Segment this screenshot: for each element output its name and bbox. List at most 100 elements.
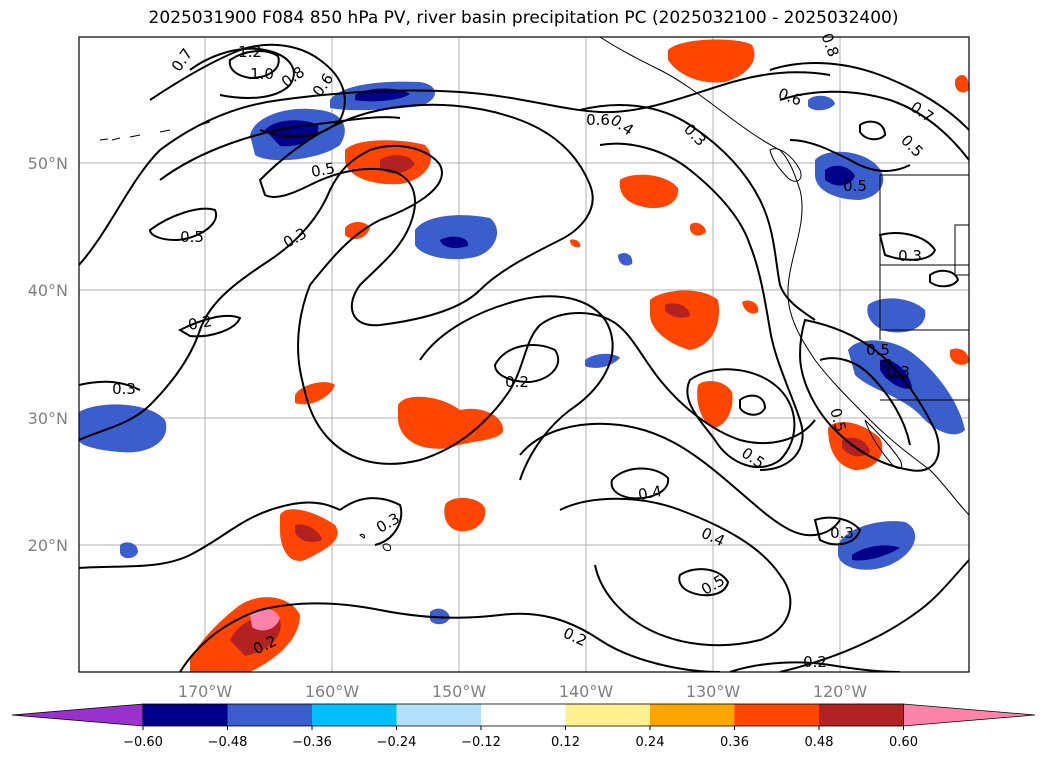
contour-label-text: 0.6 bbox=[586, 111, 610, 129]
contour-label-text: 0.2 bbox=[187, 312, 214, 334]
pv-contour-line bbox=[798, 318, 940, 472]
pv-contour-line bbox=[686, 368, 796, 469]
colorbar-tick-label: −0.36 bbox=[292, 735, 332, 750]
contour-label: 0.6 bbox=[586, 111, 610, 129]
precip-negative-blob bbox=[440, 236, 469, 248]
contour-label: 0.3 bbox=[898, 247, 922, 265]
precip-positive-blob bbox=[295, 382, 335, 405]
baja-california bbox=[864, 419, 903, 469]
longitude-labels: 170°W 160°W 150°W 140°W 130°W 120°W bbox=[178, 682, 868, 701]
pv-contour-line bbox=[779, 90, 969, 161]
contour-label: 0.5 bbox=[826, 406, 850, 434]
contour-label: 0.2 bbox=[187, 312, 214, 334]
precip-negative-blob bbox=[825, 165, 855, 186]
lon-label-120w: 120°W bbox=[813, 682, 868, 701]
pv-contour-line bbox=[599, 142, 804, 471]
colorbar-extend-low bbox=[11, 703, 144, 727]
pv-contour-line bbox=[79, 501, 341, 569]
pv-contour-line bbox=[228, 50, 280, 80]
precip-positive-blob bbox=[619, 174, 679, 209]
precip-positive-blob bbox=[955, 74, 969, 93]
colorbar-tick-labels: −0.60 −0.48 −0.36 −0.24 −0.12 0.12 0.24 0.36 0.4… bbox=[123, 726, 918, 750]
pv-contour-line bbox=[159, 116, 401, 181]
colorbar-segment bbox=[143, 704, 228, 726]
contour-label-text: 0.5 bbox=[180, 228, 204, 246]
colorbar-tick-label: 0.12 bbox=[551, 735, 580, 750]
pv-contour-line bbox=[769, 62, 969, 131]
precip-positive-blob bbox=[950, 348, 969, 365]
colorbar-segment bbox=[396, 704, 482, 726]
precip-positive-blob bbox=[444, 497, 486, 532]
pv-contour-line bbox=[739, 394, 767, 416]
latitude-labels: 50°N 40°N 30°N 20°N bbox=[28, 154, 68, 555]
pv-contour-line bbox=[419, 295, 614, 481]
pv-contour-line bbox=[559, 497, 792, 647]
pv-contour-line bbox=[149, 43, 346, 138]
colorbar-segment bbox=[819, 704, 904, 726]
pv-contour-line bbox=[729, 661, 901, 672]
lon-label-170w: 170°W bbox=[178, 682, 233, 701]
contour-label-text: 0.3 bbox=[898, 247, 922, 265]
precip-negative-blob bbox=[265, 120, 319, 147]
contour-label: 1.2 bbox=[238, 43, 262, 61]
lat-label-50n: 50°N bbox=[28, 154, 68, 173]
contour-label: 0.5 bbox=[866, 341, 890, 359]
precip-negative-blob bbox=[808, 95, 835, 111]
north-america-coastline bbox=[599, 37, 969, 516]
contour-label-text: 0.3 bbox=[112, 380, 136, 398]
precip-positive-blob bbox=[295, 524, 322, 543]
colorbar-segment bbox=[312, 704, 397, 726]
contour-label-text: 0.5 bbox=[310, 159, 337, 181]
pv-contour-line bbox=[929, 269, 960, 288]
lat-label-30n: 30°N bbox=[28, 409, 68, 428]
contour-label-text: 1.0 bbox=[250, 65, 274, 83]
precip-negative-blob bbox=[867, 298, 926, 333]
pv-contours bbox=[79, 43, 969, 672]
pv-contour-line bbox=[519, 422, 841, 537]
colorbar-outline bbox=[142, 703, 904, 727]
contour-label-text: 0.2 bbox=[505, 373, 529, 391]
precip-positive-blob bbox=[250, 608, 280, 631]
pv-contour-line bbox=[179, 602, 721, 672]
colorbar-segment bbox=[227, 704, 313, 726]
contour-label: 0.5 bbox=[843, 177, 867, 195]
precip-positive-blob bbox=[345, 222, 370, 240]
precip-positive-blob bbox=[697, 380, 733, 428]
pv-contour-line bbox=[678, 568, 730, 597]
pv-contour-line bbox=[779, 559, 969, 672]
colorbar-tick-label: 0.24 bbox=[636, 735, 665, 750]
precip-positive-blob bbox=[668, 39, 755, 83]
hawaii-islands bbox=[359, 533, 391, 552]
colorbar-segment bbox=[565, 704, 651, 726]
precip-positive-blob bbox=[398, 396, 504, 449]
contour-label: 1.0 bbox=[250, 65, 274, 83]
contour-label: 0.2 bbox=[505, 373, 529, 391]
precip-positive-blob bbox=[570, 239, 581, 248]
precip-negative-blob bbox=[120, 542, 138, 559]
colorbar-tick-label: −0.48 bbox=[208, 735, 248, 750]
contour-label-text: 0.5 bbox=[866, 341, 890, 359]
precip-positive-blob bbox=[665, 303, 690, 318]
coastline bbox=[99, 37, 969, 552]
contour-label: 0.3 bbox=[830, 524, 854, 542]
colorbar-tick-label: −0.12 bbox=[461, 735, 501, 750]
pv-contour-line bbox=[339, 497, 403, 546]
precip-positive-blob bbox=[742, 300, 759, 314]
pv-contour-line bbox=[258, 103, 594, 327]
contour-label-text: 0.2 bbox=[803, 653, 827, 671]
contour-label: 0.5 bbox=[180, 228, 204, 246]
lat-label-20n: 20°N bbox=[28, 536, 68, 555]
lat-label-40n: 40°N bbox=[28, 281, 68, 300]
precip-positive-blob bbox=[690, 222, 706, 236]
pv-contour-line bbox=[493, 344, 560, 384]
map-title: 2025031900 F084 850 hPa PV, river basin … bbox=[148, 8, 899, 28]
pv-contour-line bbox=[79, 380, 141, 391]
pv-contour-line bbox=[859, 120, 887, 141]
precip-negative-blob bbox=[79, 404, 167, 453]
contour-label-text: 1.2 bbox=[238, 43, 262, 61]
colorbar-tick-label: 0.48 bbox=[805, 735, 834, 750]
precip-negative-blob bbox=[880, 359, 912, 389]
contour-label-text: 0.5 bbox=[843, 177, 867, 195]
pv-contour-line bbox=[819, 357, 911, 446]
